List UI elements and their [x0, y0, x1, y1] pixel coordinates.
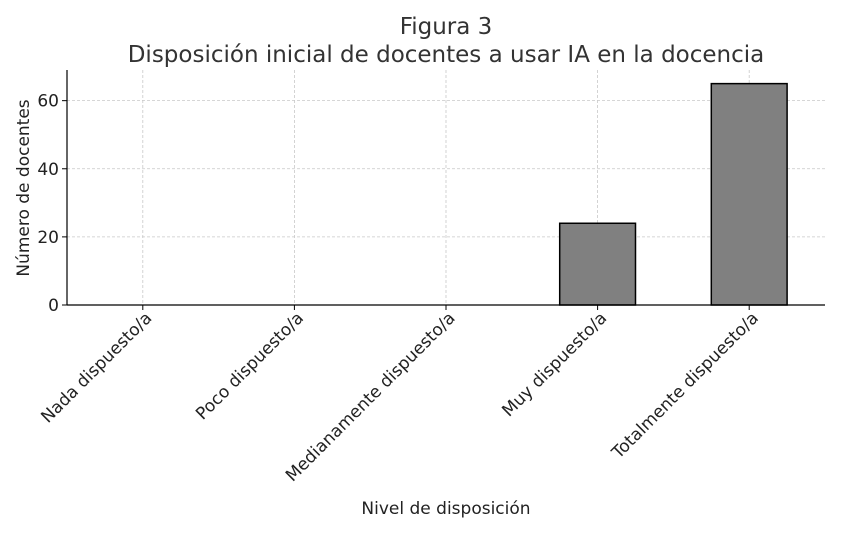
- y-axis-ticks: 0 20 40 60: [37, 92, 67, 316]
- bars: [558, 82, 788, 306]
- bar: [710, 82, 788, 306]
- y-axis-label: Número de docentes: [14, 99, 34, 276]
- chart-title: Figura 3: [400, 14, 493, 40]
- x-axis-label: Nivel de disposición: [361, 499, 530, 519]
- x-axis-ticks: Nada dispuesto/a Poco dispuesto/aMedianam…: [37, 305, 763, 486]
- y-tick-label: 60: [37, 92, 59, 112]
- y-tick-label: 0: [48, 296, 59, 316]
- y-tick-label: 40: [37, 160, 59, 180]
- x-tick-label: Poco dispuesto/a: [192, 308, 308, 424]
- x-tick-label: Nada dispuesto/a: [37, 308, 156, 427]
- bar: [558, 222, 637, 306]
- y-tick-label: 20: [37, 228, 59, 248]
- chart-subtitle: Disposición inicial de docentes a usar I…: [128, 42, 765, 68]
- x-tick-label: Totalmente dispuesto/a: [608, 308, 763, 463]
- x-tick-label: Medianamente dispuesto/a: [282, 308, 460, 486]
- x-tick-label: Muy dispuesto/a: [498, 308, 611, 421]
